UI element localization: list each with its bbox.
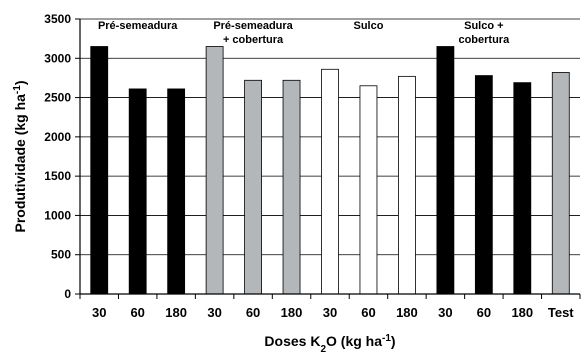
bar-7 xyxy=(321,68,339,295)
x-tick-label: 60 xyxy=(361,305,375,320)
x-tick-label: Test xyxy=(548,305,574,320)
group-label: Sulco + cobertura xyxy=(458,20,510,46)
bar-12 xyxy=(513,82,532,295)
y-tick-label: 3500 xyxy=(44,12,71,26)
x-tick-label: 180 xyxy=(281,305,303,320)
group-label: Pré-semeadura + cobertura xyxy=(213,20,293,46)
y-tick-label: 1000 xyxy=(44,208,71,222)
group-label: Pré-semeadura xyxy=(98,20,178,32)
y-tick-label: 0 xyxy=(64,287,71,301)
x-tick-label: 30 xyxy=(323,305,337,320)
bar-13 xyxy=(551,72,570,295)
y-tick-label: 1500 xyxy=(44,169,71,183)
bar-9 xyxy=(398,75,416,295)
x-tick-label: 180 xyxy=(511,305,533,320)
y-axis-title: Produtividade (kg ha-1) xyxy=(12,80,29,232)
bars xyxy=(90,46,570,295)
group-label: Sulco xyxy=(353,20,383,32)
axes xyxy=(75,18,581,299)
x-tick-label: 180 xyxy=(396,305,418,320)
x-tick-label: 60 xyxy=(246,305,260,320)
bar-11 xyxy=(474,75,493,295)
x-tick-label: 180 xyxy=(165,305,187,320)
bar-8 xyxy=(359,85,378,295)
y-tick-label: 2500 xyxy=(44,91,71,105)
bar-6 xyxy=(282,79,301,295)
bar-4 xyxy=(205,46,224,295)
x-tick-label: 60 xyxy=(130,305,144,320)
x-tick-label: 60 xyxy=(477,305,491,320)
y-tick-label: 2000 xyxy=(44,130,71,144)
bar-5 xyxy=(244,79,262,295)
x-axis-title: Doses K2O (kg ha-1) xyxy=(264,333,395,354)
labels: 0 500 1000 1500 2000 2500 3000 3500 30 60 180 30 60 1… xyxy=(12,12,575,354)
y-tick-label: 3000 xyxy=(44,51,71,65)
x-tick-label: 30 xyxy=(438,305,452,320)
bar-2 xyxy=(128,88,147,295)
bar-1 xyxy=(90,46,109,295)
x-tick-label: 30 xyxy=(207,305,221,320)
bar-10 xyxy=(436,46,455,295)
bar-3 xyxy=(167,88,186,295)
y-tick-label: 500 xyxy=(51,248,71,262)
x-tick-label: 30 xyxy=(92,305,106,320)
